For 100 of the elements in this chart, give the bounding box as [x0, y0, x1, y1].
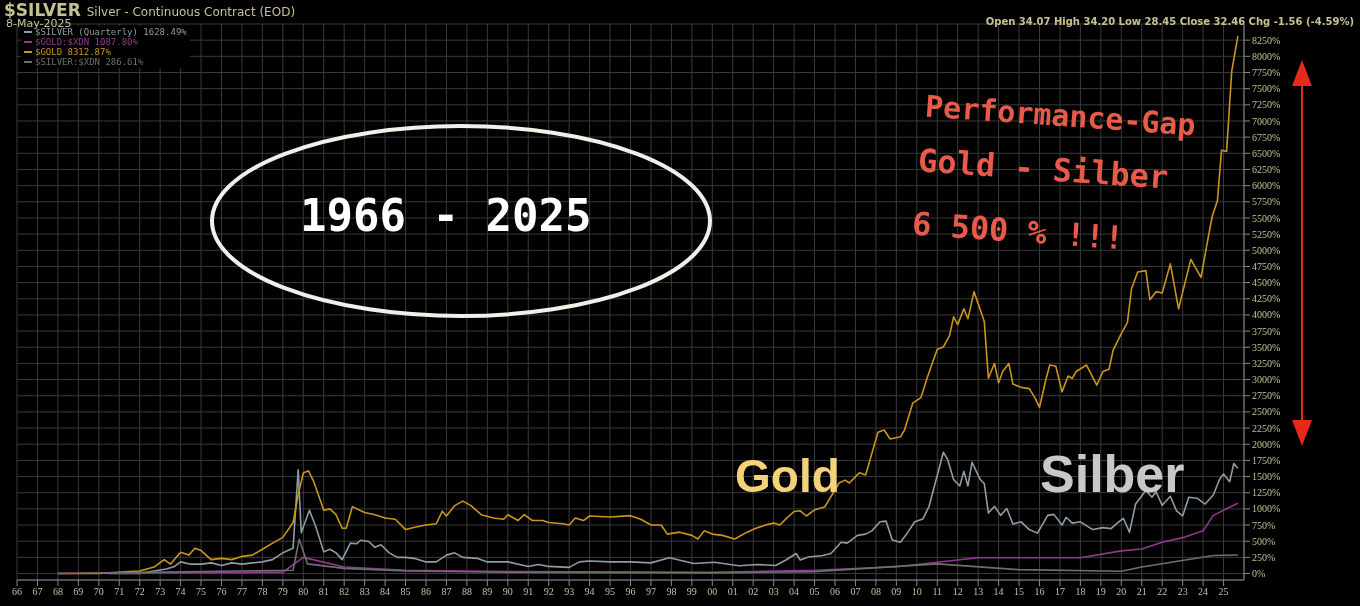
x-tick-label: 18 [1075, 586, 1086, 598]
x-tick-label: 93 [564, 586, 575, 598]
x-tick-label: 24 [1198, 586, 1209, 598]
y-tick-label: 6000% [1252, 180, 1281, 192]
x-tick-label: 94 [584, 586, 595, 598]
annotation: 1966 - 2025 [300, 190, 592, 241]
y-tick-label: 0% [1252, 568, 1266, 580]
x-tick-label: 08 [870, 586, 881, 598]
y-tick-label: 3250% [1252, 357, 1281, 369]
x-tick-label: 07 [850, 586, 861, 598]
x-tick-label: 03 [768, 586, 779, 598]
x-tick-label: 76 [216, 586, 227, 598]
x-tick-label: 98 [666, 586, 677, 598]
y-tick-label: 8000% [1252, 50, 1281, 62]
x-tick-label: 79 [277, 586, 288, 598]
x-tick-label: 69 [73, 586, 84, 598]
chart-title: $SILVER [4, 0, 81, 20]
x-tick-label: 72 [134, 586, 145, 598]
x-tick-label: 11 [932, 586, 943, 598]
y-tick-label: 3000% [1252, 374, 1281, 386]
y-tick-label: 4250% [1252, 293, 1281, 305]
x-tick-label: 73 [155, 586, 166, 598]
y-tick-label: 750% [1252, 519, 1276, 531]
x-tick-label: 90 [502, 586, 513, 598]
y-tick-label: 6500% [1252, 147, 1281, 159]
x-tick-label: 82 [339, 586, 350, 598]
x-tick-label: 02 [748, 586, 759, 598]
legend-label: $SILVER:$XDN 286.61% [35, 57, 144, 67]
x-tick-label: 70 [93, 586, 104, 598]
x-tick-label: 77 [236, 586, 247, 598]
x-tick-label: 95 [605, 586, 616, 598]
x-tick-label: 81 [318, 586, 329, 598]
y-tick-label: 1000% [1252, 503, 1281, 515]
y-tick-label: 4750% [1252, 260, 1281, 272]
x-tick-label: 87 [441, 586, 452, 598]
annotation: Gold - Silber [916, 141, 1170, 197]
x-tick-label: 68 [52, 586, 63, 598]
annotation: Silber [1040, 444, 1185, 504]
line-series [57, 538, 1239, 575]
y-tick-label: 3750% [1252, 325, 1281, 337]
x-tick-label: 25 [1218, 586, 1229, 598]
y-tick-label: 250% [1252, 551, 1276, 563]
x-tick-label: 00 [707, 586, 718, 598]
y-tick-label: 5500% [1252, 212, 1281, 224]
x-tick-label: 12 [952, 586, 963, 598]
legend-label: $GOLD:$XDN 1087.80% [35, 37, 138, 47]
x-tick-label: 66 [12, 586, 22, 598]
annotation: Performance-Gap [924, 88, 1197, 143]
x-tick-label: 22 [1157, 586, 1168, 598]
y-tick-label: 5250% [1252, 228, 1281, 240]
y-tick-label: 1250% [1252, 487, 1281, 499]
x-tick-label: 21 [1136, 586, 1147, 598]
x-tick-label: 19 [1095, 586, 1106, 598]
x-tick-label: 09 [891, 586, 902, 598]
x-tick-label: 13 [973, 586, 984, 598]
y-tick-label: 7500% [1252, 83, 1281, 95]
x-tick-label: 86 [421, 586, 431, 598]
chart-subtitle: Silver - Continuous Contract (EOD) [86, 5, 296, 19]
x-tick-label: 96 [625, 586, 636, 598]
x-tick-label: 17 [1054, 586, 1065, 598]
y-tick-label: 5750% [1252, 196, 1281, 208]
y-tick-label: 6250% [1252, 164, 1281, 176]
x-tick-label: 85 [400, 586, 411, 598]
legend-label: $GOLD 8312.87% [35, 47, 111, 57]
y-tick-label: 5000% [1252, 244, 1281, 256]
x-tick-label: 67 [32, 586, 43, 598]
y-tick-label: 500% [1252, 535, 1276, 547]
y-tick-label: 8250% [1252, 34, 1281, 46]
annotation: Open 34.07 High 34.20 Low 28.45 Close 32.46 Chg -1.56 (-4.59%) [985, 16, 1354, 27]
x-tick-label: 15 [1014, 586, 1025, 598]
annotation: Gold [735, 450, 840, 502]
x-tick-label: 04 [789, 586, 800, 598]
y-tick-label: 3500% [1252, 341, 1281, 353]
x-tick-label: 83 [359, 586, 370, 598]
x-tick-label: 97 [645, 586, 656, 598]
x-tick-label: 88 [461, 586, 472, 598]
y-tick-label: 1500% [1252, 471, 1281, 483]
y-tick-label: 2750% [1252, 390, 1281, 402]
x-tick-label: 71 [114, 586, 125, 598]
x-tick-label: 06 [830, 586, 840, 598]
x-tick-label: 78 [257, 586, 268, 598]
x-tick-label: 23 [1177, 586, 1188, 598]
x-tick-label: 99 [686, 586, 697, 598]
x-tick-label: 84 [380, 586, 391, 598]
x-tick-label: 92 [543, 586, 554, 598]
y-tick-label: 7000% [1252, 115, 1281, 127]
y-tick-label: 2500% [1252, 406, 1281, 418]
x-tick-label: 10 [911, 586, 922, 598]
x-tick-label: 20 [1116, 586, 1127, 598]
y-tick-label: 7250% [1252, 99, 1281, 111]
y-tick-label: 4000% [1252, 309, 1281, 321]
x-tick-label: 74 [175, 586, 186, 598]
y-tick-label: 6750% [1252, 131, 1281, 143]
x-tick-label: 89 [482, 586, 493, 598]
x-tick-label: 05 [809, 586, 820, 598]
x-tick-label: 75 [196, 586, 207, 598]
x-tick-label: 80 [298, 586, 309, 598]
x-tick-label: 91 [523, 586, 534, 598]
annotation: 6 500 % !!! [910, 204, 1125, 258]
y-tick-label: 2000% [1252, 438, 1281, 450]
